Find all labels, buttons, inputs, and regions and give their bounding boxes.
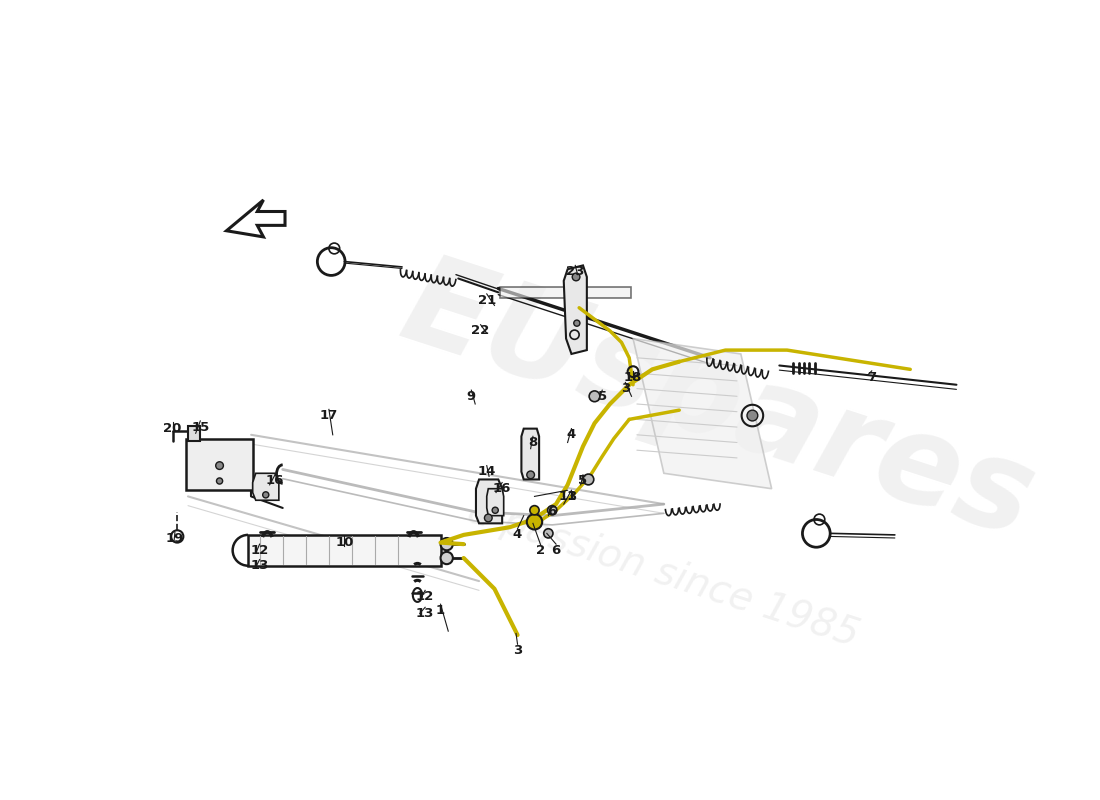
Polygon shape [486, 489, 504, 516]
Text: 16: 16 [266, 474, 284, 487]
Circle shape [574, 320, 580, 326]
Text: 17: 17 [320, 409, 338, 422]
Circle shape [527, 514, 542, 530]
Text: a passion since 1985: a passion since 1985 [463, 492, 865, 654]
Text: 23: 23 [566, 265, 584, 278]
Text: 19: 19 [166, 532, 184, 546]
Text: 21: 21 [477, 294, 496, 306]
Polygon shape [227, 200, 285, 237]
Circle shape [527, 471, 535, 478]
Text: 4: 4 [566, 428, 576, 442]
Text: 8: 8 [528, 436, 538, 449]
FancyBboxPatch shape [499, 287, 630, 298]
Text: 12: 12 [416, 590, 434, 603]
Polygon shape [476, 479, 502, 523]
FancyBboxPatch shape [249, 535, 440, 566]
Polygon shape [563, 266, 587, 354]
Circle shape [583, 474, 594, 485]
Text: 3: 3 [566, 490, 576, 503]
Circle shape [440, 552, 453, 564]
Text: 16: 16 [493, 482, 512, 495]
Circle shape [492, 507, 498, 514]
Text: 3: 3 [620, 382, 630, 395]
Text: 5: 5 [597, 390, 607, 403]
Text: 13: 13 [251, 559, 268, 572]
Text: EUspares: EUspares [387, 245, 1048, 563]
Circle shape [216, 462, 223, 470]
FancyBboxPatch shape [186, 439, 253, 490]
Text: 5: 5 [579, 474, 587, 487]
Text: 18: 18 [624, 370, 642, 383]
Polygon shape [634, 338, 772, 489]
Circle shape [263, 492, 268, 498]
Circle shape [572, 273, 580, 281]
Text: 10: 10 [336, 536, 353, 549]
Text: 3: 3 [513, 644, 522, 657]
Circle shape [530, 506, 539, 515]
Text: 4: 4 [513, 529, 522, 542]
Circle shape [543, 529, 553, 538]
Text: 11: 11 [559, 490, 576, 503]
Text: 6: 6 [551, 544, 561, 557]
Text: 14: 14 [477, 466, 496, 478]
Circle shape [590, 391, 600, 402]
Polygon shape [521, 429, 539, 479]
Text: 13: 13 [416, 607, 434, 620]
Circle shape [484, 514, 492, 522]
Text: 12: 12 [251, 544, 268, 557]
Text: 1: 1 [436, 604, 446, 617]
Text: 9: 9 [466, 390, 476, 403]
Text: 22: 22 [472, 324, 490, 338]
Text: 2: 2 [536, 544, 546, 557]
Circle shape [217, 478, 222, 484]
Text: 20: 20 [164, 422, 182, 435]
Text: 15: 15 [191, 421, 209, 434]
Text: 7: 7 [867, 370, 877, 383]
Circle shape [440, 538, 453, 550]
Circle shape [548, 506, 557, 515]
Text: 6: 6 [548, 506, 557, 518]
Polygon shape [253, 474, 279, 500]
Polygon shape [188, 426, 200, 441]
Circle shape [747, 410, 758, 421]
